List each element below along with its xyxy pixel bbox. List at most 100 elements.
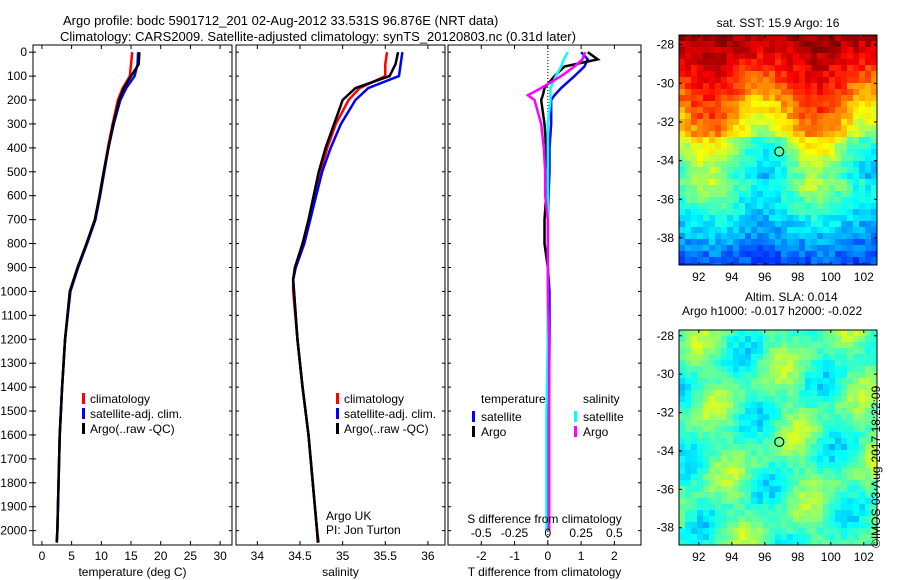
- map-pixel: [835, 137, 841, 143]
- map-pixel: [835, 173, 841, 179]
- map-pixel: [823, 263, 829, 265]
- map-pixel: [733, 41, 739, 47]
- map-pixel: [793, 185, 799, 191]
- map-pixel: [691, 131, 697, 137]
- map-pixel: [733, 348, 739, 354]
- map-pixel: [697, 444, 703, 450]
- legend-swatch: [472, 426, 475, 437]
- map-pixel: [697, 149, 703, 155]
- map-pixel: [859, 468, 865, 474]
- map-pixel: [805, 245, 811, 251]
- map-pixel: [721, 426, 727, 432]
- map-pixel: [733, 498, 739, 504]
- map-pixel: [787, 480, 793, 486]
- map-pixel: [787, 426, 793, 432]
- map-pixel: [739, 366, 745, 372]
- map-pixel: [829, 342, 835, 348]
- map-pixel: [817, 498, 823, 504]
- map-pixel: [679, 348, 685, 354]
- map-pixel: [829, 534, 835, 540]
- map-pixel: [835, 516, 841, 522]
- map-pixel: [871, 41, 877, 47]
- map-pixel: [847, 510, 853, 516]
- map-pixel: [709, 41, 715, 47]
- map-pixel: [781, 396, 787, 402]
- map-pixel: [853, 348, 859, 354]
- map-pixel: [811, 330, 817, 336]
- series-line-temperature-satellite: [546, 51, 590, 531]
- map-pixel: [763, 251, 769, 257]
- map-pixel: [745, 245, 751, 251]
- map-pixel: [781, 390, 787, 396]
- map-pixel: [685, 35, 691, 41]
- map-pixel: [823, 83, 829, 89]
- map-pixel: [751, 402, 757, 408]
- map-pixel: [823, 149, 829, 155]
- map-pixel: [709, 390, 715, 396]
- map-pixel: [697, 396, 703, 402]
- map-pixel: [817, 396, 823, 402]
- map-pixel: [679, 239, 685, 245]
- map-pixel: [847, 468, 853, 474]
- map-pixel: [703, 209, 709, 215]
- map-pixel: [679, 528, 685, 534]
- map-pixel: [847, 498, 853, 504]
- map-pixel: [799, 498, 805, 504]
- map-pixel: [691, 221, 697, 227]
- map-pixel: [727, 456, 733, 462]
- map-pixel: [775, 83, 781, 89]
- map-pixel: [811, 143, 817, 149]
- map-pixel: [739, 89, 745, 95]
- map-pixel: [703, 516, 709, 522]
- map-pixel: [709, 486, 715, 492]
- map-pixel: [853, 372, 859, 378]
- map-pixel: [835, 438, 841, 444]
- map-pixel: [763, 378, 769, 384]
- map-pixel: [739, 215, 745, 221]
- map-pixel: [871, 185, 877, 191]
- map-pixel: [787, 173, 793, 179]
- map-pixel: [709, 480, 715, 486]
- map-pixel: [691, 263, 697, 265]
- map-pixel: [751, 408, 757, 414]
- map-pixel: [853, 510, 859, 516]
- map-pixel: [823, 245, 829, 251]
- map-pixel: [751, 53, 757, 59]
- map-pixel: [697, 342, 703, 348]
- map-pixel: [715, 155, 721, 161]
- map-pixel: [757, 143, 763, 149]
- map-pixel: [679, 53, 685, 59]
- map-pixel: [823, 215, 829, 221]
- map-pixel: [853, 149, 859, 155]
- map-pixel: [691, 233, 697, 239]
- map-pixel: [709, 137, 715, 143]
- map-pixel: [703, 354, 709, 360]
- map-pixel: [739, 336, 745, 342]
- map-pixel: [841, 456, 847, 462]
- map-pixel: [685, 233, 691, 239]
- map-pixel: [817, 480, 823, 486]
- map-pixel: [763, 95, 769, 101]
- map-pixel: [859, 47, 865, 53]
- map-pixel: [739, 444, 745, 450]
- map-pixel: [823, 390, 829, 396]
- map-pixel: [805, 360, 811, 366]
- map-pixel: [775, 149, 781, 155]
- map-pixel: [703, 71, 709, 77]
- map-pixel: [697, 540, 703, 545]
- map-pixel: [793, 257, 799, 263]
- map-pixel: [679, 71, 685, 77]
- map-pixel: [859, 59, 865, 65]
- map-pixel: [769, 83, 775, 89]
- map-pixel: [793, 35, 799, 41]
- map-pixel: [823, 239, 829, 245]
- map-pixel: [853, 360, 859, 366]
- map-pixel: [691, 438, 697, 444]
- map-pixel: [859, 396, 865, 402]
- map-pixel: [715, 167, 721, 173]
- map-pixel: [823, 59, 829, 65]
- map-pixel: [763, 414, 769, 420]
- map-pixel: [853, 432, 859, 438]
- map-pixel: [817, 348, 823, 354]
